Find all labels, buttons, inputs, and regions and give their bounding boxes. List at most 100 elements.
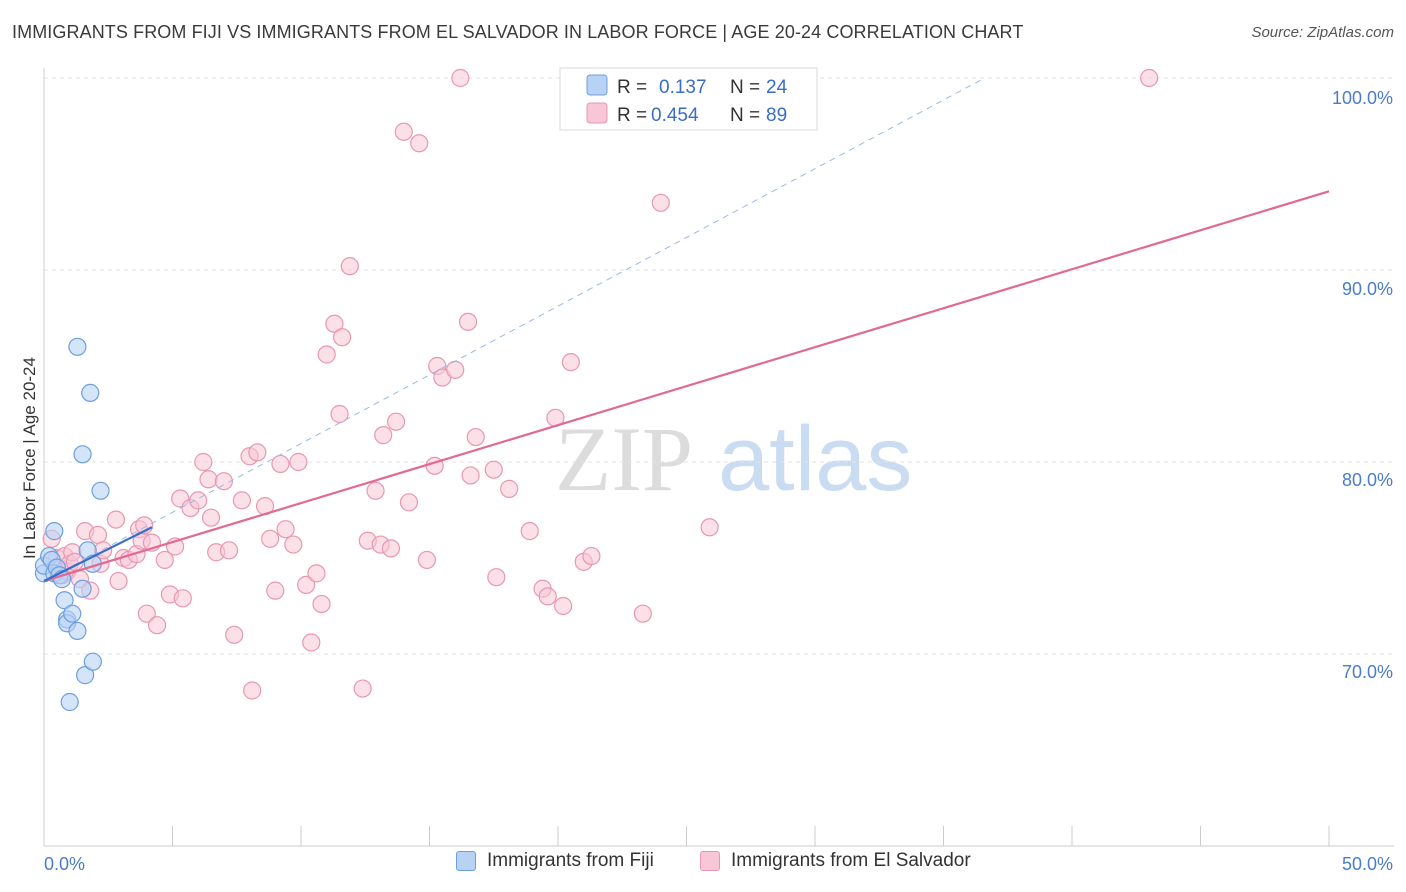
fiji-point xyxy=(73,445,92,464)
salvador-point xyxy=(353,679,372,698)
y-tick-label-70: 70.0% xyxy=(1342,662,1393,682)
salvador-point xyxy=(340,257,359,276)
salvador-point xyxy=(386,412,406,431)
legend-salvador-n-value: 89 xyxy=(766,105,787,126)
fiji-point xyxy=(55,591,74,610)
salvador-point xyxy=(106,510,126,529)
salvador-point xyxy=(399,493,419,512)
salvador-point xyxy=(381,539,401,558)
salvador-point xyxy=(297,575,316,594)
fiji-points xyxy=(34,337,110,712)
salvador-point xyxy=(88,525,108,545)
series-legend-salvador[interactable]: Immigrants from El Salvador xyxy=(700,850,971,872)
salvador-point xyxy=(458,312,478,331)
gridlines xyxy=(44,77,1394,655)
salvador-point xyxy=(147,616,167,635)
chart-title: IMMIGRANTS FROM FIJI VS IMMIGRANTS FROM … xyxy=(12,22,1024,42)
watermark-atlas: atlas xyxy=(718,408,912,510)
salvador-points xyxy=(42,68,1159,700)
x-tick-label-min: 0.0% xyxy=(44,854,85,874)
salvador-point xyxy=(561,353,580,372)
salvador-point xyxy=(461,466,480,485)
salvador-point xyxy=(194,452,213,472)
salvador-point xyxy=(451,68,470,88)
salvador-point xyxy=(410,134,429,153)
fiji-point xyxy=(45,522,64,541)
fiji-point xyxy=(63,604,82,623)
series-legend-fiji-label: Immigrants from Fiji xyxy=(487,850,654,871)
series-legend: Immigrants from Fiji Immigrants from El … xyxy=(0,850,1406,880)
salvador-point xyxy=(317,345,336,364)
x-tick-marks xyxy=(43,826,1330,846)
y-tick-label-100: 100.0% xyxy=(1332,88,1393,108)
salvador-point xyxy=(1139,68,1159,88)
salvador-point xyxy=(214,472,233,491)
salvador-point xyxy=(199,470,218,489)
watermark-zip: ZIP xyxy=(555,408,693,510)
fiji-point xyxy=(81,383,100,402)
legend-salvador-r-value: 0.454 xyxy=(651,105,699,126)
legend-fiji-n-label: N = xyxy=(730,77,760,98)
fiji-point xyxy=(73,579,92,598)
y-axis-label: In Labor Force | Age 20-24 xyxy=(20,357,39,559)
legend-fiji-r-value: 0.137 xyxy=(659,77,707,98)
fiji-point xyxy=(76,666,95,685)
salvador-point xyxy=(271,454,290,474)
salvador-point xyxy=(243,681,262,700)
salvador-point xyxy=(266,581,285,600)
salvador-point xyxy=(155,550,174,570)
salvador-point xyxy=(500,479,519,498)
salvador-point xyxy=(261,529,280,548)
salvador-point xyxy=(374,426,393,445)
fiji-trend-line xyxy=(43,526,153,583)
trendlines xyxy=(43,77,1330,583)
salvador-trend-line xyxy=(43,190,1330,583)
fiji-point xyxy=(91,481,110,500)
fiji-trend-extension xyxy=(43,77,985,582)
legend-salvador-r-label: R = xyxy=(617,105,647,126)
salvador-point xyxy=(700,518,719,537)
fiji-point xyxy=(68,337,87,356)
series-legend-salvador-label: Immigrants from El Salvador xyxy=(731,850,971,871)
salvador-point xyxy=(276,520,295,539)
salvador-point xyxy=(248,443,267,462)
salvador-point xyxy=(487,568,506,587)
fiji-point xyxy=(60,692,79,712)
y-tick-label-90: 90.0% xyxy=(1342,279,1393,299)
salvador-point xyxy=(219,541,239,560)
salvador-point xyxy=(325,314,344,333)
fiji-point xyxy=(83,652,102,671)
chart-source: Source: ZipAtlas.com xyxy=(1251,24,1394,41)
salvador-point xyxy=(417,550,437,570)
salvador-point xyxy=(201,508,221,527)
salvador-point xyxy=(302,633,321,652)
salvador-point xyxy=(289,452,308,472)
salvador-point xyxy=(651,193,670,212)
salvador-point xyxy=(189,491,208,510)
legend-fiji-r-label: R = xyxy=(617,77,647,98)
fiji-point xyxy=(68,621,87,641)
salvador-point xyxy=(284,535,303,554)
salvador-point xyxy=(582,546,601,566)
salvador-point xyxy=(225,625,244,644)
x-tick-label-max: 50.0% xyxy=(1342,854,1393,874)
salvador-point xyxy=(394,122,413,141)
legend-salvador-swatch xyxy=(586,102,608,124)
y-tick-label-80: 80.0% xyxy=(1342,470,1393,490)
salvador-point xyxy=(484,460,503,479)
legend-salvador-n-label: N = xyxy=(730,105,760,126)
salvador-point xyxy=(633,604,652,623)
salvador-point xyxy=(333,328,352,347)
series-legend-fiji[interactable]: Immigrants from Fiji xyxy=(456,850,654,872)
legend-fiji-swatch xyxy=(586,74,608,96)
salvador-point xyxy=(466,427,485,447)
salvador-point xyxy=(137,604,156,623)
salvador-point xyxy=(554,596,573,616)
salvador-point xyxy=(312,594,331,614)
salvador-point xyxy=(538,587,557,606)
salvador-point xyxy=(366,481,385,500)
series-legend-fiji-swatch xyxy=(456,851,476,871)
series-legend-salvador-swatch xyxy=(700,851,720,871)
salvador-point xyxy=(307,564,326,583)
